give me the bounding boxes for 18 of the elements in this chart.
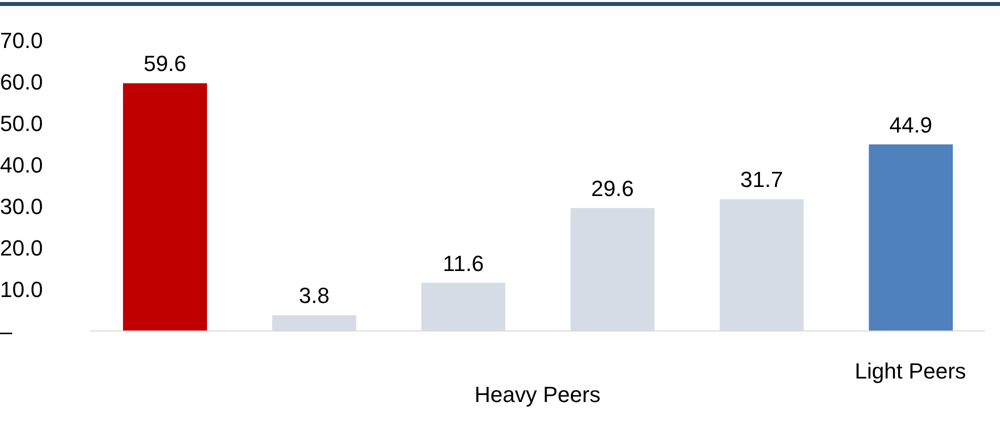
data-label: 3.8 — [298, 283, 330, 308]
y-tick-label: 40.0 — [0, 152, 43, 178]
y-tick-label: 10.0 — [0, 277, 43, 302]
data-label: 44.9 — [889, 112, 932, 138]
y-tick-label: 30.0 — [0, 194, 43, 220]
y-tick-label: – — [0, 318, 13, 344]
x-tick-label: Light Peers — [854, 358, 966, 384]
data-label: 29.6 — [591, 176, 634, 201]
data-label: 31.7 — [740, 167, 784, 192]
data-label: 59.6 — [144, 51, 186, 76]
data-label: 11.6 — [442, 250, 484, 276]
y-tick-label: 20.0 — [0, 236, 43, 261]
text: Heavy Peers — [474, 382, 602, 408]
bar — [868, 144, 953, 331]
y-tick-label: 50.0 — [0, 110, 43, 136]
y-tick-label: 70.0 — [0, 28, 43, 53]
bar — [123, 83, 207, 331]
y-tick-label: 60.0 — [0, 69, 43, 94]
